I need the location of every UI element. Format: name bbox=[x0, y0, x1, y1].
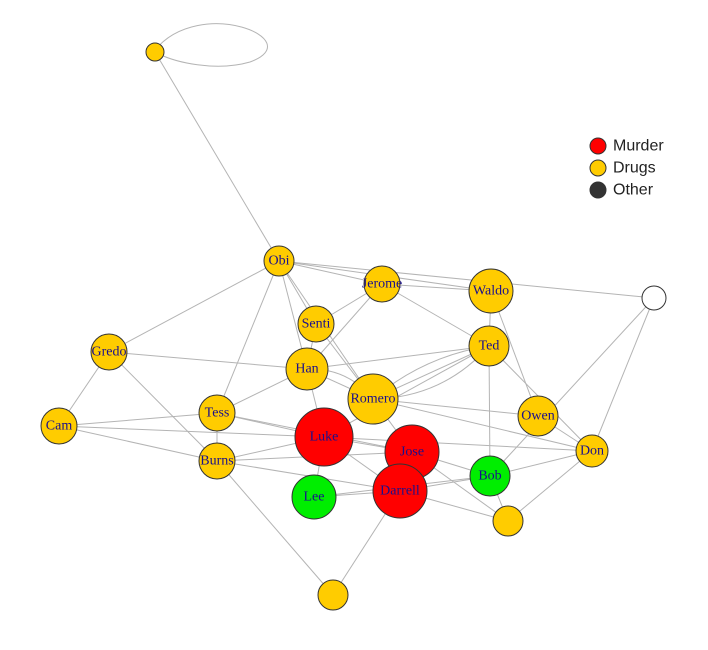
node-circle-obi bbox=[263, 245, 295, 277]
node-label-burns: Burns bbox=[200, 454, 233, 469]
edge-cam-luke bbox=[58, 425, 325, 438]
nodes-layer: Obi Jerome Waldo Senti Gredo Ted Han Romero Tess… bbox=[40, 42, 667, 611]
node-jerome: Jerome bbox=[362, 265, 402, 303]
legend-label: Other bbox=[613, 182, 654, 199]
node-obi: Obi bbox=[263, 245, 295, 277]
node-circle-ted bbox=[468, 325, 510, 367]
node-gredo: Gredo bbox=[90, 333, 128, 371]
node-circle-bottom bbox=[317, 579, 349, 611]
node-label-waldo: Waldo bbox=[473, 284, 509, 299]
node-circle-darrell bbox=[372, 463, 428, 519]
node-owen: Owen bbox=[517, 395, 559, 437]
edge-white-bob bbox=[489, 297, 655, 477]
node-label-obi: Obi bbox=[269, 254, 290, 269]
node-romero: Romero bbox=[347, 373, 399, 425]
node-circle-smallright bbox=[492, 505, 524, 537]
edge-luke-don bbox=[323, 436, 593, 452]
node-label-bob: Bob bbox=[478, 469, 501, 484]
node-smallright bbox=[492, 505, 524, 537]
edge-gredo-han bbox=[108, 351, 308, 370]
edge-obi-tess bbox=[216, 260, 280, 414]
node-luke: Luke bbox=[294, 407, 354, 467]
node-circle-lee bbox=[291, 474, 337, 520]
node-white bbox=[641, 285, 667, 311]
node-label-ted: Ted bbox=[479, 339, 500, 354]
legend-item-murder: Murder bbox=[589, 137, 664, 155]
node-circle-gredo bbox=[90, 333, 128, 371]
node-circle-top bbox=[145, 42, 165, 62]
node-label-lee: Lee bbox=[304, 490, 325, 505]
legend-swatch bbox=[589, 159, 607, 177]
node-circle-cam bbox=[40, 407, 78, 445]
node-lee: Lee bbox=[291, 474, 337, 520]
node-label-romero: Romero bbox=[350, 392, 395, 407]
edge-top-obi bbox=[154, 51, 280, 262]
edge-cam-burns bbox=[58, 425, 218, 462]
edge-ted-han bbox=[306, 345, 490, 370]
node-circle-owen bbox=[517, 395, 559, 437]
edge-jerome-ted bbox=[381, 283, 490, 347]
edge-burns-bottom bbox=[216, 460, 334, 596]
node-label-cam: Cam bbox=[46, 419, 73, 434]
node-circle-white bbox=[641, 285, 667, 311]
edge-romero-owen bbox=[372, 398, 539, 417]
node-senti: Senti bbox=[297, 305, 335, 343]
node-circle-tess bbox=[198, 394, 236, 432]
node-circle-waldo bbox=[468, 268, 514, 314]
node-label-darrell: Darrell bbox=[380, 484, 420, 499]
legend-label: Drugs bbox=[613, 160, 656, 177]
edge-tess-cam bbox=[58, 412, 218, 427]
node-cam: Cam bbox=[40, 407, 78, 445]
node-waldo: Waldo bbox=[468, 268, 514, 314]
legend-swatch bbox=[589, 181, 607, 199]
node-top bbox=[145, 42, 165, 62]
node-label-han: Han bbox=[295, 362, 318, 377]
node-han: Han bbox=[285, 347, 329, 391]
node-circle-don bbox=[575, 434, 609, 468]
node-circle-romero bbox=[347, 373, 399, 425]
node-label-don: Don bbox=[580, 444, 604, 459]
legend-item-other: Other bbox=[589, 181, 654, 199]
node-label-gredo: Gredo bbox=[92, 345, 127, 360]
edge-smallright-don bbox=[507, 450, 593, 522]
edge-romero-don bbox=[372, 398, 593, 452]
curved-edge-top-top bbox=[154, 23, 268, 67]
node-circle-burns bbox=[198, 442, 236, 480]
node-darrell: Darrell bbox=[372, 463, 428, 519]
node-circle-senti bbox=[297, 305, 335, 343]
node-label-tess: Tess bbox=[205, 406, 230, 421]
edge-obi-white bbox=[278, 260, 655, 299]
legend-item-drugs: Drugs bbox=[589, 159, 656, 177]
legend: Murder Drugs Other bbox=[589, 137, 664, 199]
node-circle-han bbox=[285, 347, 329, 391]
node-circle-jerome bbox=[363, 265, 401, 303]
node-burns: Burns bbox=[198, 442, 236, 480]
node-ted: Ted bbox=[468, 325, 510, 367]
edge-white-don bbox=[591, 297, 655, 452]
node-label-luke: Luke bbox=[310, 430, 339, 445]
edges-layer bbox=[58, 23, 655, 596]
node-bob: Bob bbox=[469, 455, 511, 497]
edge-obi-gredo bbox=[108, 260, 280, 353]
edge-gredo-burns bbox=[108, 351, 218, 462]
node-label-owen: Owen bbox=[521, 409, 554, 424]
legend-swatch bbox=[589, 137, 607, 155]
legend-label: Murder bbox=[613, 138, 664, 155]
node-tess: Tess bbox=[198, 394, 236, 432]
edge-ted-luke bbox=[323, 345, 490, 438]
node-circle-luke bbox=[294, 407, 354, 467]
node-label-jerome: Jerome bbox=[362, 277, 402, 292]
node-bottom bbox=[317, 579, 349, 611]
node-circle-bob bbox=[469, 455, 511, 497]
node-label-senti: Senti bbox=[302, 317, 331, 332]
node-label-jose: Jose bbox=[400, 445, 424, 460]
node-don: Don bbox=[575, 434, 609, 468]
